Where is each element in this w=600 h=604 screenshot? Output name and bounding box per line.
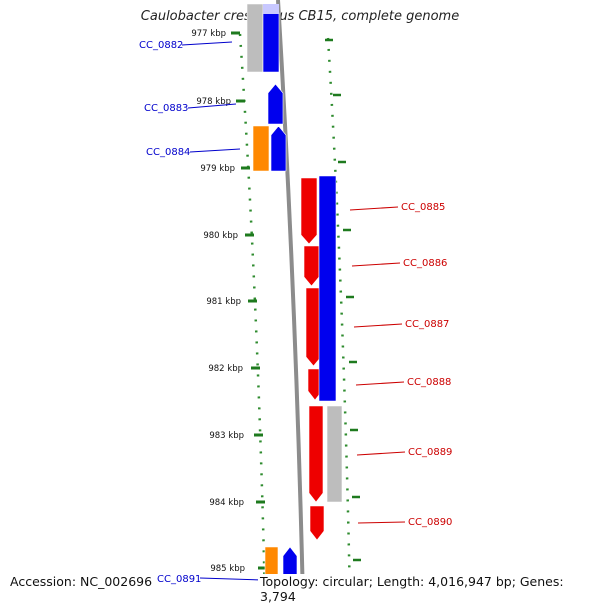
- gene-feature-orange: [252, 125, 270, 172]
- gene-label[interactable]: CC_0888: [407, 377, 451, 388]
- gene-feature-highlight: [263, 4, 279, 14]
- gene-feature-arrow: [270, 125, 287, 172]
- gene-feature-arrow: [309, 505, 325, 541]
- gene-label-leader: [351, 262, 401, 267]
- scale-tick-label: 981 kbp: [206, 297, 241, 307]
- gene-feature-arrow: [300, 177, 318, 245]
- gene-feature-arrow: [262, 3, 280, 73]
- scale-tick-label: 977 kbp: [191, 29, 226, 39]
- gene-label-leader: [355, 381, 405, 386]
- gene-label[interactable]: CC_0890: [408, 517, 452, 528]
- gene-feature-gray: [326, 405, 343, 503]
- accession-text: Accession: NC_002696: [8, 574, 155, 589]
- gene-feature-arrow: [305, 287, 322, 367]
- map-title: Caulobacter crescentus CB15, complete ge…: [140, 9, 460, 24]
- genome-summary-text: Topology: circular; Length: 4,016,947 bp…: [258, 574, 600, 604]
- gene-label[interactable]: CC_0885: [401, 202, 445, 213]
- scale-tick-label: 982 kbp: [208, 364, 243, 374]
- gene-feature-arrow: [303, 245, 320, 287]
- scale-tick-label: 984 kbp: [209, 498, 244, 508]
- gene-label-leader: [189, 148, 241, 153]
- scale-tick-label: 978 kbp: [196, 97, 231, 107]
- gene-feature-arrow: [267, 83, 284, 125]
- scale-tick-label: 985 kbp: [210, 564, 245, 574]
- gene-label-leader: [357, 521, 406, 524]
- scale-tick-label: 979 kbp: [200, 164, 235, 174]
- dotted-guide-left: [238, 33, 267, 600]
- gene-feature-arrow: [308, 405, 324, 503]
- gene-label-leader: [356, 451, 406, 456]
- gene-feature-gray: [246, 3, 264, 73]
- gene-label[interactable]: CC_0887: [405, 319, 449, 330]
- gene-label[interactable]: CC_0883: [144, 103, 188, 114]
- gene-label-leader: [187, 103, 237, 109]
- gene-label-leader: [199, 577, 263, 581]
- scale-tick-label: 983 kbp: [209, 431, 244, 441]
- gene-label-leader: [181, 41, 233, 46]
- gene-label[interactable]: CC_0889: [408, 447, 452, 458]
- gene-label[interactable]: CC_0884: [146, 147, 190, 158]
- genome-backbone: [276, 0, 305, 600]
- gene-label[interactable]: CC_0886: [403, 258, 447, 269]
- gene-label[interactable]: CC_0891: [157, 574, 201, 585]
- scale-tick-label: 980 kbp: [203, 231, 238, 241]
- gene-feature-blue: [318, 175, 337, 402]
- gene-label-leader: [349, 206, 399, 211]
- gene-label[interactable]: CC_0882: [139, 40, 183, 51]
- gene-label-leader: [353, 323, 403, 328]
